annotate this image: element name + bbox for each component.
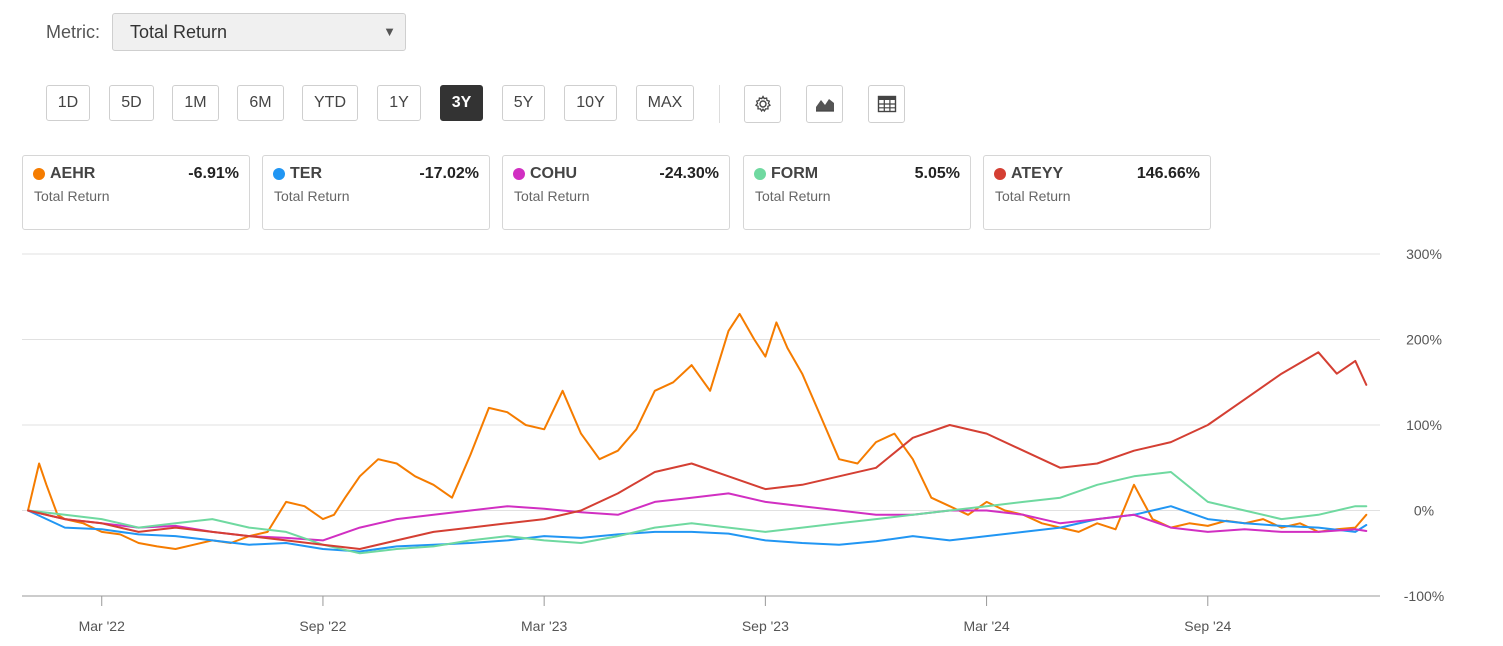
x-tick-label: Sep '24	[1184, 618, 1231, 634]
legend-card-form[interactable]: FORM 5.05% Total Return	[743, 155, 971, 230]
metric-selected-value: Total Return	[130, 21, 228, 42]
toolbar-divider	[719, 85, 720, 123]
period-6m-button[interactable]: 6M	[237, 85, 284, 121]
series-line-form	[27, 471, 1368, 555]
aehr-color-dot	[33, 168, 45, 180]
card-ticker: COHU	[530, 165, 578, 182]
card-ticker: TER	[290, 165, 322, 182]
x-tick-label: Sep '22	[299, 618, 346, 634]
card-value: -6.91%	[188, 165, 239, 182]
card-value: -17.02%	[419, 165, 479, 182]
legend-card-aehr[interactable]: AEHR -6.91% Total Return	[22, 155, 250, 230]
period-1d-button[interactable]: 1D	[46, 85, 90, 121]
total-return-line-chart: 300% 200% 100% 0% -100% Mar '22 Sep '22 Mar '23…	[22, 246, 1444, 634]
chevron-down-icon: ▼	[383, 24, 396, 39]
y-tick-label: 100%	[1406, 417, 1442, 433]
period-5d-button[interactable]: 5D	[109, 85, 154, 121]
series-line-ter	[27, 505, 1368, 553]
metric-label: Metric:	[46, 21, 100, 42]
series-line-ateyy	[27, 351, 1368, 550]
y-tick-label: -100%	[1404, 588, 1444, 604]
form-color-dot	[754, 168, 766, 180]
card-metric: Total Return	[755, 188, 831, 204]
table-view-button[interactable]	[868, 85, 905, 123]
period-5y-button[interactable]: 5Y	[502, 85, 545, 121]
metric-row: Metric: Total Return ▼	[46, 12, 406, 52]
x-tick-label: Mar '24	[963, 618, 1009, 634]
legend-card-ateyy[interactable]: ATEYY 146.66% Total Return	[983, 155, 1211, 230]
ter-color-dot	[273, 168, 285, 180]
period-10y-button[interactable]: 10Y	[564, 85, 617, 121]
y-tick-label: 0%	[1414, 503, 1434, 519]
legend-card-ter[interactable]: TER -17.02% Total Return	[262, 155, 490, 230]
card-value: -24.30%	[659, 165, 719, 182]
card-metric: Total Return	[995, 188, 1071, 204]
cohu-color-dot	[513, 168, 525, 180]
x-tick-label: Sep '23	[742, 618, 789, 634]
period-1m-button[interactable]: 1M	[172, 85, 219, 121]
x-tick-label: Mar '22	[79, 618, 125, 634]
card-value: 146.66%	[1136, 165, 1200, 182]
x-tick-label: Mar '23	[521, 618, 567, 634]
chart-type-button[interactable]	[806, 85, 843, 123]
period-1y-button[interactable]: 1Y	[377, 85, 421, 121]
y-tick-label: 200%	[1406, 332, 1442, 348]
period-ytd-button[interactable]: YTD	[302, 85, 358, 121]
card-value: 5.05%	[914, 165, 960, 182]
card-ticker: ATEYY	[1011, 165, 1064, 182]
metric-select[interactable]: Total Return ▼	[112, 13, 406, 51]
period-3y-button[interactable]: 3Y	[440, 85, 483, 121]
card-metric: Total Return	[514, 188, 590, 204]
settings-button[interactable]	[744, 85, 781, 123]
series-line-aehr	[27, 312, 1368, 550]
card-ticker: AEHR	[50, 165, 96, 182]
period-max-button[interactable]: MAX	[636, 85, 694, 121]
gear-icon	[754, 95, 771, 113]
card-ticker: FORM	[771, 165, 819, 182]
y-tick-label: 300%	[1406, 246, 1442, 262]
area-chart-icon	[815, 99, 834, 112]
card-metric: Total Return	[34, 188, 110, 204]
table-icon	[877, 95, 896, 113]
card-metric: Total Return	[274, 188, 350, 204]
legend-card-cohu[interactable]: COHU -24.30% Total Return	[502, 155, 730, 230]
ateyy-color-dot	[994, 168, 1006, 180]
